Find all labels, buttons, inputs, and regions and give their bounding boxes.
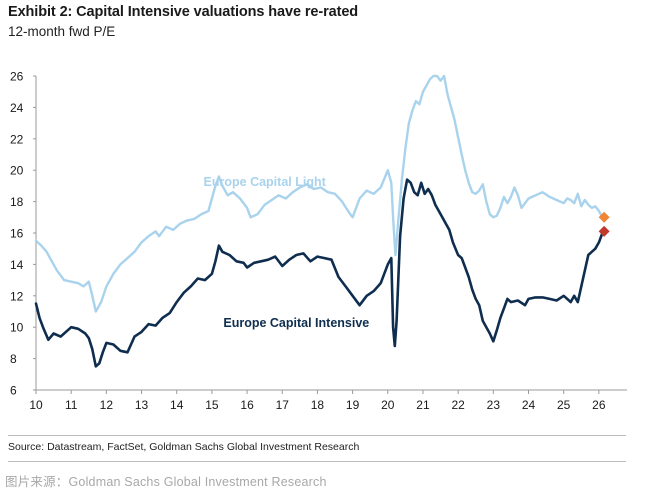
x-tick-label: 22 xyxy=(451,398,465,412)
chart-subtitle: 12-month fwd P/E xyxy=(8,24,116,39)
series-line-1 xyxy=(34,178,604,368)
x-tick-label: 19 xyxy=(346,398,360,412)
x-tick-label: 11 xyxy=(65,398,78,412)
x-tick-label: 26 xyxy=(592,398,606,412)
y-tick-label: 10 xyxy=(10,321,24,335)
source-rule-top xyxy=(8,435,626,436)
y-tick-label: 12 xyxy=(10,289,24,303)
y-tick-label: 20 xyxy=(10,164,24,178)
end-marker-0 xyxy=(598,211,610,223)
x-tick-label: 20 xyxy=(381,398,395,412)
y-tick-label: 6 xyxy=(10,384,17,398)
y-tick-label: 8 xyxy=(10,352,17,366)
y-tick-label: 16 xyxy=(10,227,24,241)
series-capital-intensive xyxy=(34,178,604,368)
series-labels: Europe Capital Light Europe Capital Inten… xyxy=(204,175,370,330)
end-marker-1 xyxy=(598,225,610,237)
end-markers xyxy=(598,211,610,237)
x-tick-label: 10 xyxy=(29,398,43,412)
line-chart: 6 8 10 12 14 16 18 20 22 24 26 10 11 12 13 14 15 16 17 18 19… xyxy=(10,70,627,412)
y-tick-label: 18 xyxy=(10,195,24,209)
y-tick-label: 24 xyxy=(10,101,24,115)
x-tick-label: 25 xyxy=(557,398,571,412)
chart-title: Exhibit 2: Capital Intensive valuations … xyxy=(8,4,359,20)
y-tick-label: 26 xyxy=(10,70,24,84)
x-tick-label: 18 xyxy=(311,398,325,412)
series-line-0 xyxy=(34,74,604,313)
series-capital-light xyxy=(34,74,604,313)
x-tick-label: 24 xyxy=(522,398,536,412)
x-tick-label: 13 xyxy=(135,398,149,412)
source-note: Source: Datastream, FactSet, Goldman Sac… xyxy=(8,441,360,453)
y-tick-label: 14 xyxy=(10,258,24,272)
series-label: Europe Capital Light xyxy=(204,175,327,189)
chart-axes: 6 8 10 12 14 16 18 20 22 24 26 10 11 12 13 14 15 16 17 18 19… xyxy=(10,70,627,412)
x-tick-label: 16 xyxy=(240,398,254,412)
x-tick-label: 23 xyxy=(487,398,501,412)
x-tick-label: 17 xyxy=(276,398,290,412)
x-tick-label: 12 xyxy=(100,398,114,412)
image-credit: 图片来源：Goldman Sachs Global Investment Res… xyxy=(5,475,327,489)
x-tick-label: 15 xyxy=(205,398,219,412)
series-label: Europe Capital Intensive xyxy=(223,316,369,330)
y-tick-label: 22 xyxy=(10,132,24,146)
x-tick-label: 14 xyxy=(170,398,184,412)
x-tick-label: 21 xyxy=(416,398,430,412)
source-rule-bottom xyxy=(8,461,626,462)
